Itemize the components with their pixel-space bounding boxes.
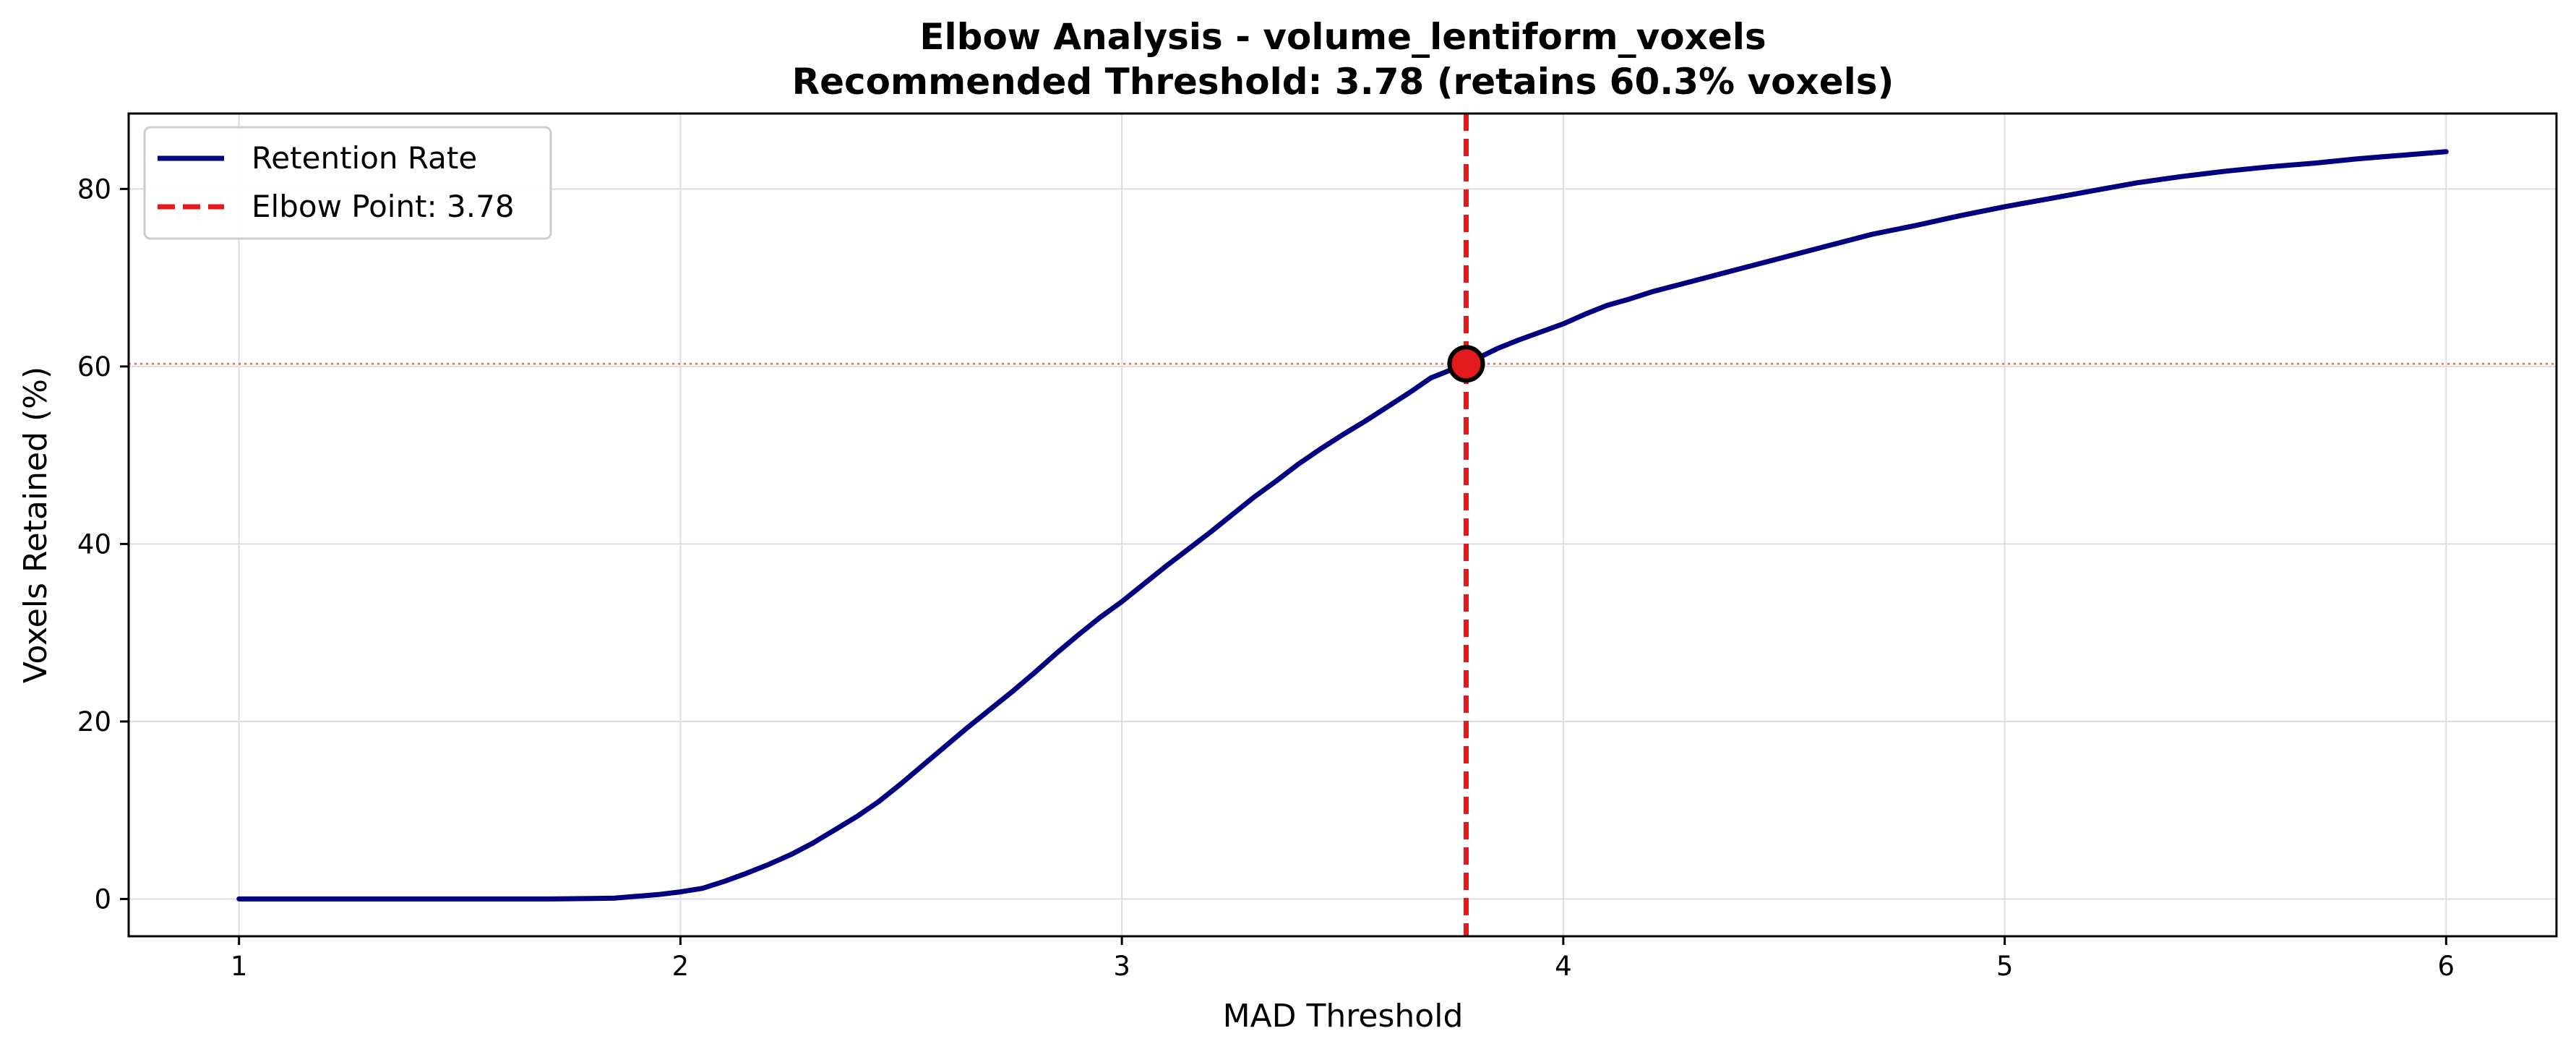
y-tick-label: 0 bbox=[94, 883, 111, 915]
x-tick-label: 2 bbox=[672, 951, 690, 982]
legend-box bbox=[143, 126, 552, 240]
y-tick-label: 20 bbox=[77, 706, 111, 737]
y-tick-label: 60 bbox=[77, 351, 111, 382]
x-tick-label: 5 bbox=[1996, 951, 2014, 982]
chart-subtitle: Recommended Threshold: 3.78 (retains 60.… bbox=[792, 61, 1894, 103]
plot-frame bbox=[127, 112, 2558, 938]
reference-lines bbox=[129, 114, 2556, 936]
legend-label-elbow-point: Elbow Point: 3.78 bbox=[252, 189, 515, 224]
legend-label-retention-rate: Retention Rate bbox=[252, 140, 477, 176]
x-tick-label: 6 bbox=[2438, 951, 2455, 982]
legend: Retention Rate Elbow Point: 3.78 bbox=[143, 126, 552, 240]
retention-rate-line bbox=[236, 149, 2449, 902]
y-tick-label: 80 bbox=[77, 174, 111, 205]
y-tick-label: 40 bbox=[77, 528, 111, 560]
x-axis-label: MAD Threshold bbox=[1223, 998, 1464, 1035]
x-tick-label: 4 bbox=[1555, 951, 1572, 982]
chart-title: Elbow Analysis - volume_lentiform_voxels bbox=[919, 16, 1766, 58]
marker-layer bbox=[1447, 345, 1485, 383]
y-axis-label: Voxels Retained (%) bbox=[17, 367, 54, 683]
elbow-point-marker bbox=[1447, 345, 1485, 383]
x-tick-label: 1 bbox=[231, 951, 248, 982]
series-layer bbox=[236, 149, 2449, 902]
x-tick-label: 3 bbox=[1113, 951, 1130, 982]
